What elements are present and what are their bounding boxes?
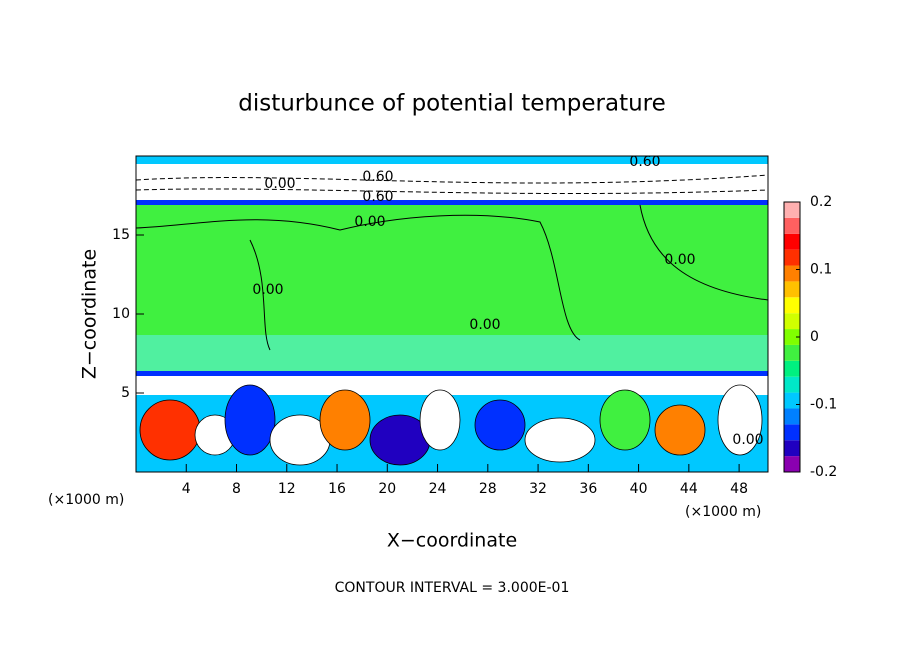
- colorbar-cell: [784, 408, 800, 425]
- x-tick-label: 12: [278, 481, 296, 497]
- x-tick-label: 36: [579, 481, 597, 497]
- colorbar-cell: [784, 456, 800, 472]
- x-tick-label: 40: [630, 481, 648, 497]
- x-tick-label: 20: [378, 481, 396, 497]
- colorbar-cell: [784, 424, 800, 441]
- y-tick-label: 15: [112, 227, 130, 243]
- note: CONTOUR INTERVAL = 3.000E-01: [335, 580, 570, 596]
- x-tick-label: 16: [328, 481, 346, 497]
- contour-label: 0.00: [264, 176, 295, 192]
- field-top: [136, 156, 768, 164]
- y-axis-label: Z−coordinate: [79, 249, 101, 379]
- colorbar-tick-label: -0.2: [810, 464, 837, 480]
- field-top: [136, 200, 768, 205]
- y-tick-label: 5: [121, 385, 130, 401]
- colorbar-cell: [784, 249, 800, 266]
- colorbar-tick-label: 0.2: [810, 194, 832, 210]
- field-band: [136, 335, 768, 371]
- contour-label: 0.00: [664, 252, 695, 268]
- field: [135, 156, 769, 472]
- colorbar-cell: [784, 265, 800, 282]
- chart-title: disturbunce of potential temperature: [238, 91, 666, 117]
- colorbar-tick-label: 0.1: [810, 262, 832, 278]
- colorbar-cell: [784, 440, 800, 457]
- colorbar-cell: [784, 313, 800, 330]
- colorbar-cell: [784, 233, 800, 250]
- contour-label: 0.60: [362, 169, 393, 185]
- colorbar-cell: [784, 202, 800, 218]
- colorbar-cell: [784, 281, 800, 298]
- contour-line: [135, 204, 769, 351]
- contour-label: 0.00: [469, 317, 500, 333]
- contour-label: 0.00: [732, 432, 763, 448]
- colorbar-cell: [784, 376, 800, 393]
- colorbar-tick-label: 0: [810, 329, 819, 345]
- x-unit: (×1000 m): [685, 504, 761, 520]
- colorbar-cell: [784, 360, 800, 377]
- x-tick-label: 24: [429, 481, 447, 497]
- colorbar-cell: [784, 329, 800, 345]
- x-axis-label: X−coordinate: [387, 530, 517, 552]
- colorbar-cell: [784, 392, 800, 409]
- x-tick-label: 8: [232, 481, 241, 497]
- x-tick-label: 44: [680, 481, 698, 497]
- x-tick-label: 48: [730, 481, 748, 497]
- contour-label: 0.00: [252, 282, 283, 298]
- x-tick-label: 28: [479, 481, 497, 497]
- colorbar-cell: [784, 297, 800, 314]
- contour-label: 0.60: [362, 189, 393, 205]
- x-unit: (×1000 m): [48, 492, 124, 508]
- field-blobs: [139, 384, 763, 466]
- colorbar-cell: [784, 217, 800, 234]
- field-edge: [136, 371, 768, 376]
- contour-label: 0.00: [354, 214, 385, 230]
- y-tick-label: 10: [112, 306, 130, 322]
- contour-line: [135, 174, 769, 195]
- field-green: [136, 205, 768, 335]
- contour-label: 0.60: [629, 154, 660, 170]
- colorbar-tick-label: -0.1: [810, 397, 837, 413]
- colorbar: -0.2 -0.1 0 0.1 0.2: [783, 194, 837, 480]
- colorbar-cell: [784, 344, 800, 361]
- x-tick-label: 4: [182, 481, 191, 497]
- x-tick-label: 32: [529, 481, 547, 497]
